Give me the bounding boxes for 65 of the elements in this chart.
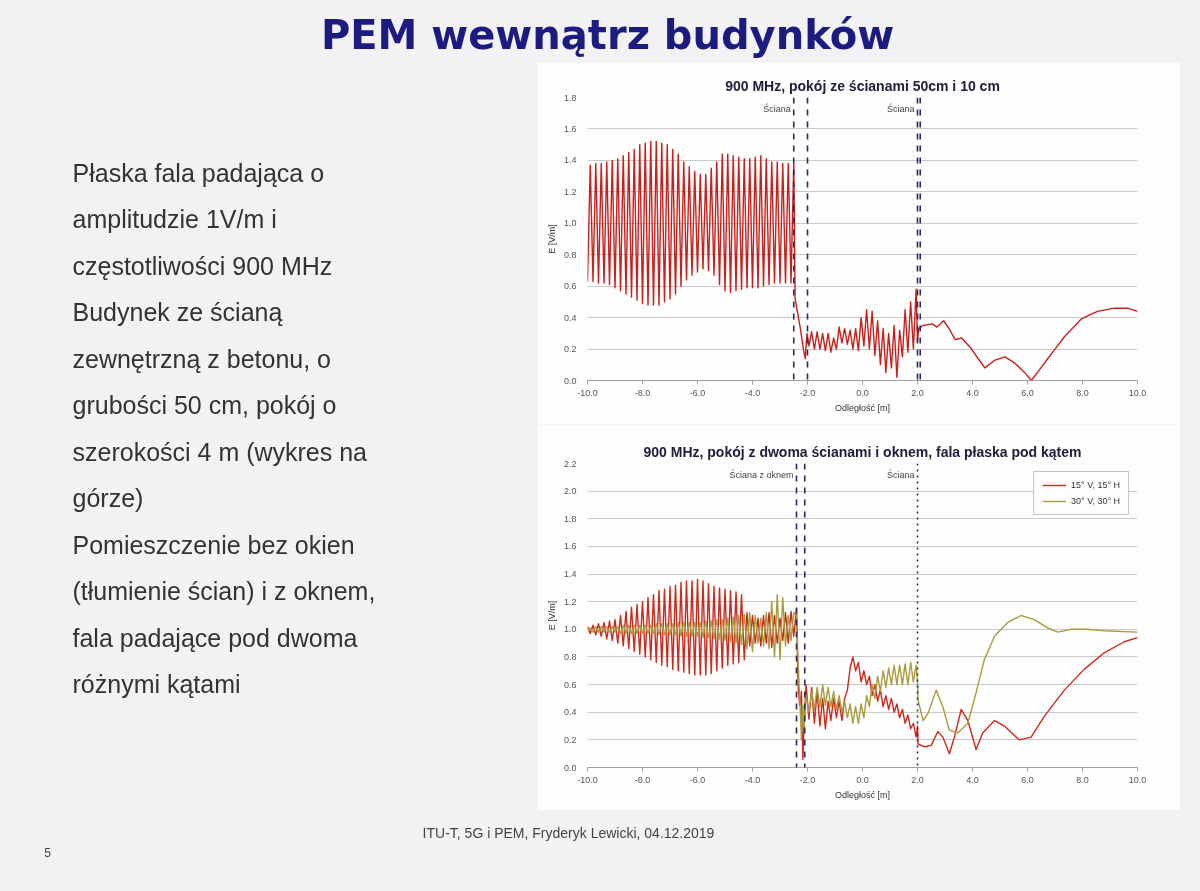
line-series xyxy=(587,594,1138,741)
y-tick-label: 0.8 xyxy=(563,651,577,662)
ref-line-label: Ściana xyxy=(886,468,915,480)
y-tick-label: 0.6 xyxy=(563,281,577,292)
legend-label: 30° V, 30° H xyxy=(1071,496,1120,506)
y-tick-label: 1.8 xyxy=(563,92,577,103)
x-tick-label: -6.0 xyxy=(689,387,706,398)
x-tick-label: 6.0 xyxy=(1021,774,1034,785)
y-tick-label: 0.4 xyxy=(563,707,577,718)
text: Płaska fala padająca o amplitudzie 1V/m i częstotliwości 900 MHz xyxy=(72,158,333,280)
y-tick-label: 1.2 xyxy=(563,186,577,197)
x-tick-label: 10.0 xyxy=(1128,774,1147,785)
y-axis-title: E [V/m] xyxy=(546,600,557,631)
text: PEM wewnątrz budynków xyxy=(320,11,895,58)
text: ITU-T, 5G i PEM, Fryderyk Lewicki, 04.12.2019 xyxy=(422,824,715,841)
ref-line-label: Ściana xyxy=(886,102,915,114)
x-tick-label: 8.0 xyxy=(1076,774,1089,785)
x-tick-label: 6.0 xyxy=(1021,387,1034,398)
y-tick-label: 0.8 xyxy=(563,249,577,260)
x-tick-label: -2.0 xyxy=(799,774,816,785)
x-tick-label: -10.0 xyxy=(577,387,598,398)
y-tick-label: 1.6 xyxy=(563,541,577,552)
y-tick-label: 1.6 xyxy=(563,123,577,134)
y-axis-title: E [V/m] xyxy=(546,224,557,254)
y-tick-label: 1.0 xyxy=(563,624,577,635)
x-axis-title: Odległość [m] xyxy=(834,402,891,413)
y-tick-label: 1.4 xyxy=(563,569,577,580)
x-tick-label: -2.0 xyxy=(799,387,816,398)
x-tick-label: 2.0 xyxy=(911,387,924,398)
x-tick-label: 0.0 xyxy=(856,387,869,398)
legend-label: 15° V, 15° H xyxy=(1071,480,1120,490)
y-tick-label: 1.4 xyxy=(563,155,577,166)
x-tick-label: 0.0 xyxy=(856,774,869,785)
x-tick-label: -8.0 xyxy=(634,387,651,398)
x-tick-label: 4.0 xyxy=(966,774,979,785)
y-tick-label: 0.2 xyxy=(563,734,577,745)
x-tick-label: 4.0 xyxy=(966,387,979,398)
y-tick-label: 0.0 xyxy=(563,375,577,386)
y-tick-label: 1.2 xyxy=(563,596,577,607)
chart-title: 900 MHz, pokój ze ścianami 50cm i 10 cm xyxy=(725,77,1000,94)
y-tick-label: 0.2 xyxy=(563,344,577,355)
ref-line-label: Ściana z oknem xyxy=(729,468,794,480)
y-tick-label: 1.8 xyxy=(563,513,577,524)
x-tick-label: -4.0 xyxy=(744,774,761,785)
ref-line-label: Ściana xyxy=(763,102,791,114)
y-tick-label: 1.0 xyxy=(563,218,577,229)
x-tick-label: 8.0 xyxy=(1076,387,1089,398)
x-axis-title: Odległość [m] xyxy=(834,789,891,800)
x-tick-label: -8.0 xyxy=(634,774,651,785)
line-series xyxy=(587,140,1138,381)
x-tick-label: -10.0 xyxy=(577,774,598,785)
x-tick-label: 2.0 xyxy=(911,774,924,785)
y-tick-label: 2.2 xyxy=(563,458,577,469)
text: Budynek ze ścianą zewnętrzną z betonu, o grubości 50 cm, pokój o szerokości 4 m (wykres na górze) xyxy=(72,298,368,512)
line-series xyxy=(587,578,1138,760)
x-tick-label: 10.0 xyxy=(1128,387,1147,398)
chart-title: 900 MHz, pokój z dwoma ścianami i oknem, fala płaska pod kątem xyxy=(643,443,1082,460)
x-tick-label: -4.0 xyxy=(744,387,761,398)
x-tick-label: -6.0 xyxy=(689,774,706,785)
text: Pomieszczenie bez okien (tłumienie ścian) i z oknem, fala padające pod dwoma różnymi kątami xyxy=(72,530,376,698)
y-tick-label: 0.6 xyxy=(563,679,577,690)
text: 5 xyxy=(44,846,52,860)
y-tick-label: 0.4 xyxy=(563,312,577,323)
y-tick-label: 2.0 xyxy=(563,486,577,497)
y-tick-label: 0.0 xyxy=(563,762,577,773)
